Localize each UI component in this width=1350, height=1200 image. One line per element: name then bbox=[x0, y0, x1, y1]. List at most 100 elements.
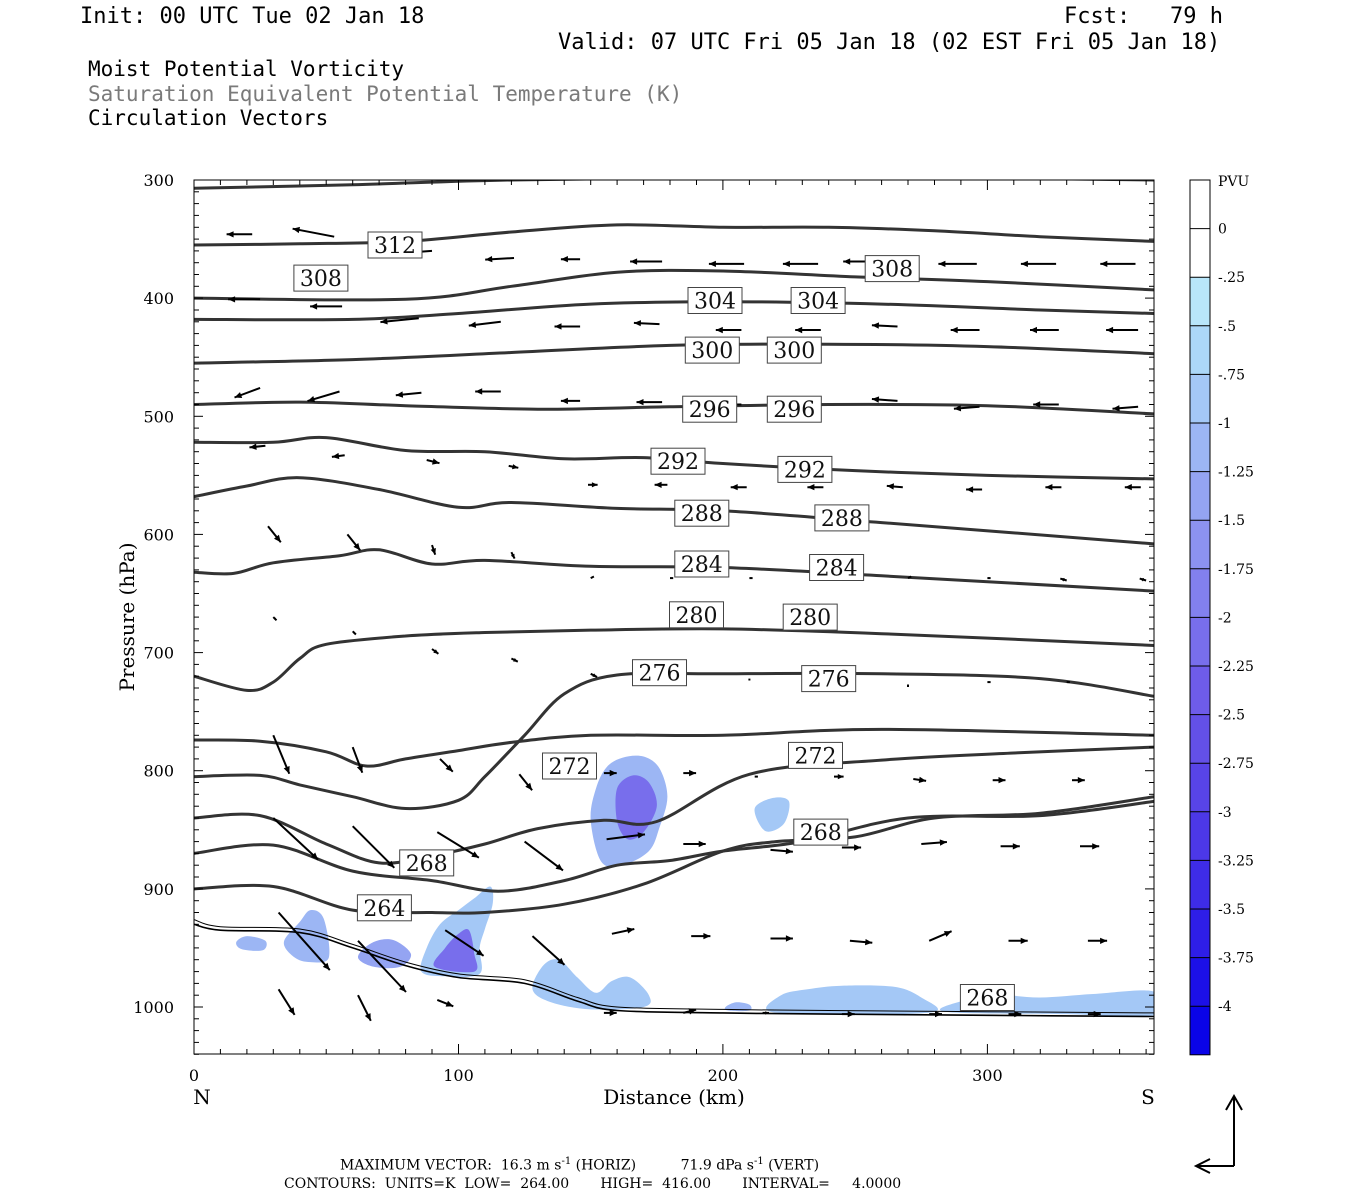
circulation-vector-96 bbox=[531, 935, 566, 966]
circulation-vector-104 bbox=[277, 988, 296, 1016]
circulation-vector-91 bbox=[1000, 843, 1020, 850]
contour-label-2: 308 bbox=[864, 255, 920, 283]
svg-text:296: 296 bbox=[689, 398, 731, 423]
circulation-vector-35 bbox=[1112, 405, 1139, 412]
circulation-vector-100 bbox=[849, 939, 873, 946]
mpv-shading-4 bbox=[357, 939, 412, 969]
colorbar-cell-4 bbox=[1190, 374, 1210, 423]
y-tick-label-400: 400 bbox=[143, 289, 174, 308]
contour-label-7: 296 bbox=[682, 395, 738, 423]
contour-label-8: 296 bbox=[766, 395, 822, 423]
vert-exponent: -1 bbox=[753, 1156, 764, 1167]
circulation-vector-89 bbox=[841, 844, 862, 851]
colorbar-cell-14 bbox=[1190, 860, 1210, 909]
svg-text:268: 268 bbox=[966, 987, 1008, 1012]
x-tick-label-0: 0 bbox=[189, 1066, 199, 1085]
circulation-vector-47 bbox=[1124, 484, 1141, 491]
svg-text:292: 292 bbox=[784, 458, 826, 483]
colorbar-cell-1 bbox=[1190, 228, 1210, 278]
circulation-vector-5 bbox=[630, 258, 663, 265]
circulation-vector-57 bbox=[987, 577, 991, 580]
contour-label-9: 292 bbox=[650, 447, 706, 475]
contours-info: CONTOURS: UNITS=K LOW= 264.00 HIGH= 416.… bbox=[284, 1176, 902, 1192]
mpv-shading-8 bbox=[236, 936, 267, 951]
x-tick-label-200: 200 bbox=[708, 1066, 739, 1085]
contour-label-15: 280 bbox=[669, 601, 724, 629]
x-right-label: S bbox=[1141, 1085, 1155, 1109]
colorbar-label-10: -2.5 bbox=[1218, 708, 1245, 724]
contour-label-16: 280 bbox=[782, 603, 838, 631]
circulation-vector-44 bbox=[886, 483, 903, 490]
y-tick-label-1000: 1000 bbox=[133, 998, 174, 1017]
circulation-vector-79 bbox=[913, 776, 927, 783]
circulation-vector-11 bbox=[1100, 260, 1136, 267]
colorbar-label-14: -3.5 bbox=[1218, 902, 1245, 918]
circulation-vector-46 bbox=[1045, 484, 1062, 491]
contour-label-23: 268 bbox=[959, 984, 1015, 1012]
circulation-vector-112 bbox=[1008, 1010, 1022, 1018]
circulation-vector-80 bbox=[992, 777, 1006, 784]
max-vector-label: MAXIMUM VECTOR: bbox=[340, 1157, 492, 1174]
colorbar-label-6: -1.5 bbox=[1218, 513, 1245, 529]
contour-272 bbox=[194, 727, 1154, 768]
svg-text:280: 280 bbox=[676, 604, 718, 629]
circulation-vector-74 bbox=[518, 773, 533, 791]
circulation-vector-1 bbox=[292, 226, 335, 238]
title-theta: Saturation Equivalent Potential Temperat… bbox=[88, 82, 683, 106]
contour-304 bbox=[194, 268, 1154, 302]
circulation-vector-22 bbox=[1030, 326, 1059, 334]
circulation-vector-107 bbox=[603, 1009, 617, 1017]
circulation-vector-54 bbox=[749, 577, 753, 580]
horiz-exponent: -1 bbox=[561, 1156, 572, 1167]
circulation-vector-76 bbox=[683, 769, 697, 777]
y-axis-label: Pressure (hPa) bbox=[115, 543, 139, 692]
contour-label-20: 272 bbox=[788, 741, 843, 769]
colorbar-label-1: -.25 bbox=[1218, 270, 1245, 286]
svg-text:292: 292 bbox=[657, 450, 699, 475]
circulation-vector-56 bbox=[907, 575, 912, 579]
circulation-vector-14 bbox=[380, 317, 419, 325]
circulation-vector-108 bbox=[683, 1008, 697, 1015]
circulation-vector-86 bbox=[606, 832, 646, 841]
circulation-vector-69 bbox=[987, 681, 991, 684]
circulation-vector-24 bbox=[234, 386, 261, 399]
contour-label-21: 268 bbox=[399, 849, 455, 877]
x-left-label: N bbox=[193, 1085, 211, 1109]
circulation-vector-15 bbox=[468, 320, 501, 328]
circulation-vector-37 bbox=[331, 452, 345, 460]
colorbar-label-2: -.5 bbox=[1218, 319, 1236, 335]
colorbar-label-8: -2 bbox=[1218, 610, 1232, 626]
circulation-vector-9 bbox=[938, 260, 977, 267]
contour-300 bbox=[194, 300, 1154, 322]
colorbar-label-16: -4 bbox=[1218, 999, 1232, 1015]
circulation-vector-97 bbox=[611, 927, 635, 935]
colorbar-cell-16 bbox=[1190, 957, 1210, 1007]
contour-308 bbox=[194, 223, 1154, 247]
circulation-vector-16 bbox=[554, 323, 581, 330]
circulation-vector-72 bbox=[351, 746, 364, 774]
svg-text:272: 272 bbox=[549, 755, 591, 780]
colorbar-cell-12 bbox=[1190, 763, 1210, 812]
circulation-vector-98 bbox=[691, 933, 711, 940]
circulation-vector-26 bbox=[395, 391, 422, 398]
circulation-vector-90 bbox=[921, 839, 947, 846]
circulation-vector-92 bbox=[1080, 843, 1100, 850]
circulation-vector-13 bbox=[310, 303, 343, 310]
circulation-vector-75 bbox=[603, 769, 617, 777]
contour-label-1: 308 bbox=[293, 264, 349, 292]
circulation-vector-99 bbox=[770, 935, 793, 942]
contour-label-5: 300 bbox=[684, 336, 740, 364]
mpv-shading-6 bbox=[433, 928, 478, 973]
svg-text:288: 288 bbox=[681, 502, 723, 527]
circulation-vector-85 bbox=[523, 840, 564, 872]
contour-296 bbox=[194, 342, 1154, 365]
circulation-vector-83 bbox=[351, 825, 396, 869]
circulation-vector-48 bbox=[267, 525, 282, 543]
circulation-vector-64 bbox=[590, 672, 598, 678]
circulation-vector-10 bbox=[1020, 260, 1057, 267]
circulation-vector-71 bbox=[272, 734, 291, 775]
svg-text:268: 268 bbox=[406, 852, 448, 877]
circulation-vector-34 bbox=[1033, 401, 1059, 408]
vert-tag: (VERT) bbox=[768, 1157, 820, 1174]
title-vectors: Circulation Vectors bbox=[88, 106, 329, 130]
